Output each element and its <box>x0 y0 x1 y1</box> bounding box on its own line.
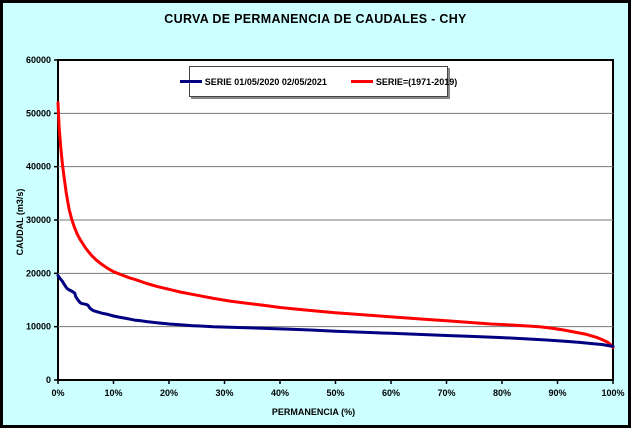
x-tick-label: 20% <box>160 388 178 398</box>
x-tick-label: 80% <box>493 388 511 398</box>
legend-line-swatch-red <box>350 80 373 83</box>
x-tick-label: 70% <box>437 388 455 398</box>
plot-area: 0 10000 20000 30000 40000 50000 60000 0% 10% 20% 3… <box>26 55 625 398</box>
y-tick-label: 60000 <box>26 55 51 65</box>
y-axis-title: CAUDAL (m3/s) <box>15 188 25 256</box>
series-line-red <box>56 101 615 349</box>
series-line-blue <box>56 274 615 348</box>
y-tick-label: 50000 <box>26 108 51 118</box>
x-tick-label: 0% <box>51 388 64 398</box>
y-tick-label: 40000 <box>26 162 51 172</box>
legend-box: SERIE 01/05/2020 02/05/2021 SERIE=(1971-… <box>179 66 457 97</box>
x-tick-label: 60% <box>382 388 400 398</box>
y-tick-label: 0 <box>46 375 51 385</box>
chart-title: CURVA DE PERMANENCIA DE CAUDALES - CHY <box>164 12 467 26</box>
x-tick-label: 50% <box>326 388 344 398</box>
legend-line-swatch-blue <box>179 80 202 83</box>
x-tick-label: 90% <box>548 388 566 398</box>
x-tick-label: 30% <box>215 388 233 398</box>
y-tick-label: 10000 <box>26 322 51 332</box>
legend-item-serie-2020-2021: SERIE 01/05/2020 02/05/2021 <box>179 76 327 87</box>
y-tick-label: 20000 <box>26 268 51 278</box>
x-tick-label: 10% <box>104 388 122 398</box>
legend-label-serie-2020-2021: SERIE 01/05/2020 02/05/2021 <box>204 76 327 87</box>
legend-label-serie-1971-2019: SERIE=(1971-2019) <box>375 76 458 87</box>
x-tick-label: 40% <box>271 388 289 398</box>
x-axis-title: PERMANENCIA (%) <box>271 407 356 417</box>
y-tick-label: 30000 <box>26 215 51 225</box>
x-tick-label: 100% <box>601 388 624 398</box>
legend-item-serie-1971-2019: SERIE=(1971-2019) <box>350 76 458 87</box>
